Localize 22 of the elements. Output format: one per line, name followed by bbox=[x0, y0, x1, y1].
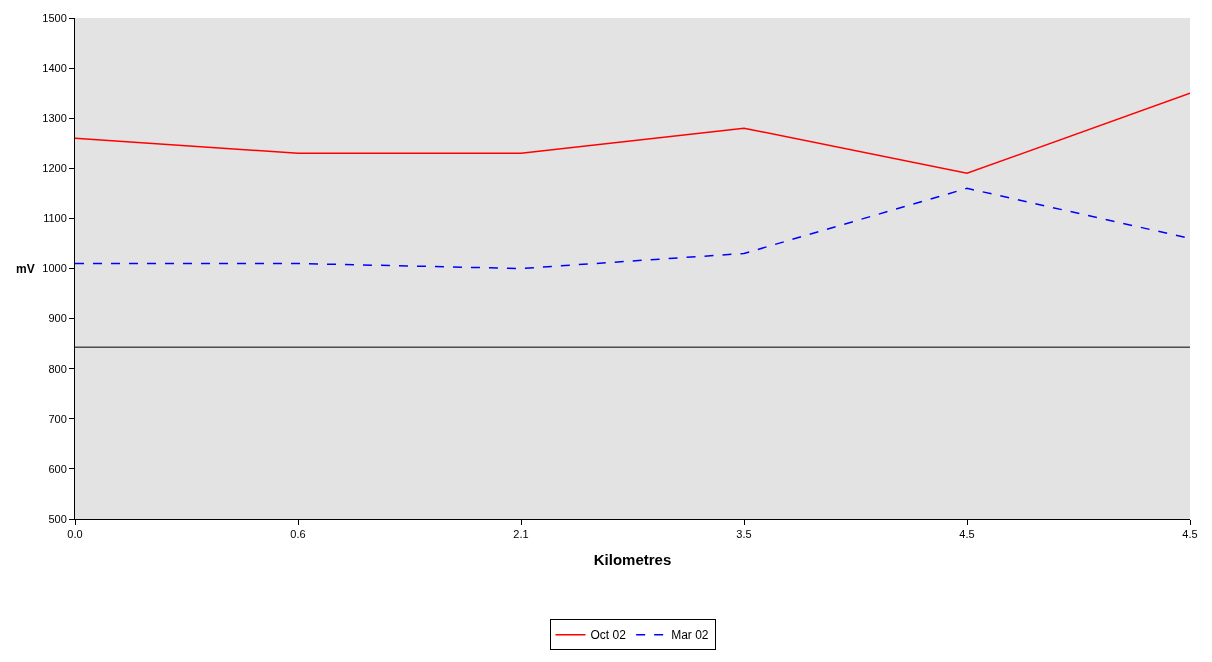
y-tick-label: 1200 bbox=[42, 162, 67, 175]
legend-label: Oct 02 bbox=[590, 628, 627, 643]
y-tick-label: 1000 bbox=[42, 262, 67, 275]
legend-label: Mar 02 bbox=[671, 628, 709, 643]
x-tick-label: 0.6 bbox=[290, 528, 306, 541]
y-tick-label: 1100 bbox=[43, 212, 67, 225]
y-tick-label: 700 bbox=[48, 412, 67, 425]
y-tick-label: 800 bbox=[48, 362, 67, 375]
y-tick-label: 900 bbox=[48, 312, 67, 325]
x-axis-title: Kilometres bbox=[593, 551, 672, 569]
y-tick-label: 1500 bbox=[42, 11, 67, 24]
x-tick-label: 4.5 bbox=[1182, 528, 1198, 541]
x-tick-label: 0.0 bbox=[67, 528, 83, 541]
y-tick-label: 1400 bbox=[42, 61, 67, 74]
x-tick-label: 3.5 bbox=[736, 528, 752, 541]
y-axis-title: mV bbox=[16, 262, 35, 276]
x-tick-label: 2.1 bbox=[513, 528, 529, 541]
line-series bbox=[75, 92, 1190, 175]
y-tick-label: 1300 bbox=[42, 112, 67, 125]
y-tick-label: 600 bbox=[48, 462, 67, 475]
x-tick-label: 4.5 bbox=[959, 528, 975, 541]
y-tick-label: 500 bbox=[48, 512, 67, 525]
